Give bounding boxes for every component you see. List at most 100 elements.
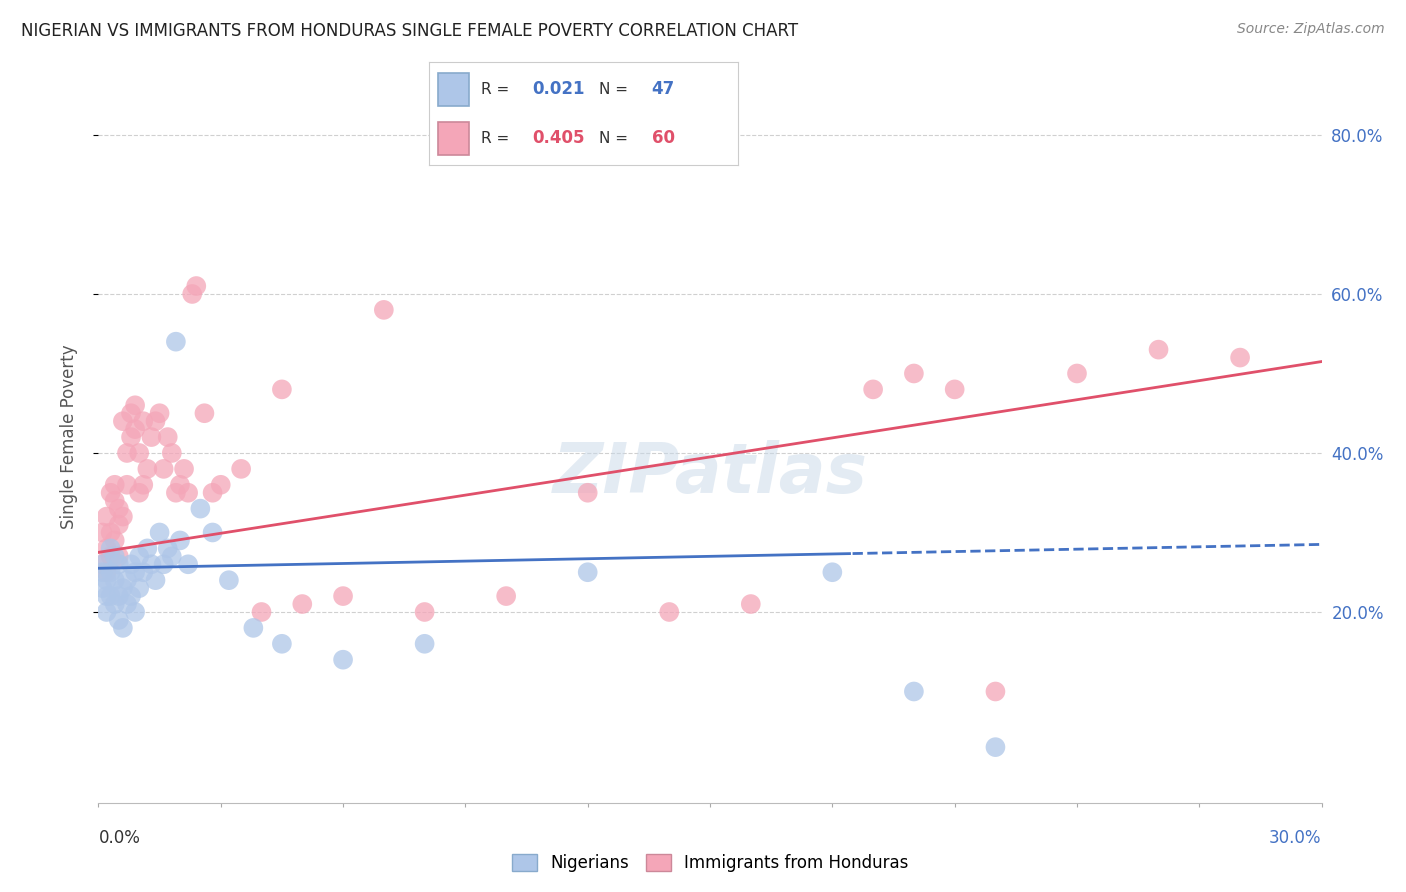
Point	[373, 302, 395, 317]
Point	[186, 279, 208, 293]
Point	[156, 430, 179, 444]
Point	[128, 446, 150, 460]
Point	[193, 406, 215, 420]
Point	[231, 462, 253, 476]
Point	[136, 462, 159, 476]
Point	[270, 383, 294, 397]
Point	[100, 589, 122, 603]
Point	[104, 493, 127, 508]
Point	[128, 485, 150, 500]
Point	[576, 485, 599, 500]
Point	[332, 653, 354, 667]
Point	[128, 581, 150, 595]
Point	[111, 621, 134, 635]
Text: ZIPatlas: ZIPatlas	[553, 440, 868, 508]
Point	[104, 549, 127, 564]
Point	[104, 597, 127, 611]
Point	[120, 558, 142, 572]
Point	[209, 477, 232, 491]
Point	[132, 566, 155, 580]
Point	[124, 398, 146, 412]
Point	[201, 485, 224, 500]
Point	[124, 422, 146, 436]
Text: 0.405: 0.405	[533, 129, 585, 147]
Legend: Nigerians, Immigrants from Honduras: Nigerians, Immigrants from Honduras	[505, 847, 915, 879]
Point	[165, 334, 187, 349]
Point	[160, 446, 183, 460]
Point	[141, 558, 163, 572]
Point	[242, 621, 264, 635]
Point	[115, 477, 138, 491]
Point	[100, 541, 122, 556]
Point	[91, 581, 114, 595]
Point	[108, 589, 131, 603]
Point	[96, 589, 118, 603]
Point	[120, 406, 142, 420]
Text: N =: N =	[599, 81, 633, 96]
Point	[903, 367, 925, 381]
Point	[104, 477, 127, 491]
Point	[104, 533, 127, 548]
Point	[149, 525, 172, 540]
Point	[740, 597, 762, 611]
Point	[124, 605, 146, 619]
Text: 0.0%: 0.0%	[98, 829, 141, 847]
Text: 47: 47	[651, 80, 675, 98]
Point	[128, 549, 150, 564]
FancyBboxPatch shape	[439, 122, 470, 155]
Point	[173, 462, 195, 476]
Point	[270, 637, 294, 651]
Point	[115, 446, 138, 460]
Point	[111, 581, 134, 595]
Point	[108, 558, 131, 572]
Point	[169, 533, 191, 548]
Point	[181, 287, 204, 301]
Point	[111, 509, 134, 524]
Text: N =: N =	[599, 131, 633, 146]
Point	[903, 684, 925, 698]
Point	[108, 549, 131, 564]
Point	[91, 558, 114, 572]
FancyBboxPatch shape	[439, 73, 470, 105]
Point	[145, 573, 167, 587]
Point	[108, 613, 131, 627]
Point	[218, 573, 240, 587]
Text: R =: R =	[481, 81, 515, 96]
Point	[984, 740, 1007, 755]
Text: 60: 60	[651, 129, 675, 147]
Point	[100, 566, 122, 580]
Point	[91, 558, 114, 572]
Point	[91, 566, 114, 580]
Point	[141, 430, 163, 444]
Point	[177, 485, 200, 500]
Point	[104, 573, 127, 587]
Point	[177, 558, 200, 572]
Text: R =: R =	[481, 131, 515, 146]
Point	[115, 597, 138, 611]
Point	[169, 477, 191, 491]
Point	[160, 549, 183, 564]
Point	[188, 501, 212, 516]
Point	[984, 684, 1007, 698]
Point	[862, 383, 884, 397]
Point	[495, 589, 517, 603]
Point	[96, 566, 118, 580]
Point	[943, 383, 966, 397]
Point	[111, 414, 134, 428]
Point	[108, 501, 131, 516]
Point	[1147, 343, 1170, 357]
Point	[120, 430, 142, 444]
Point	[96, 541, 118, 556]
Text: Source: ZipAtlas.com: Source: ZipAtlas.com	[1237, 22, 1385, 37]
Point	[100, 549, 122, 564]
Point	[413, 637, 436, 651]
Point	[291, 597, 314, 611]
Point	[165, 485, 187, 500]
Point	[156, 541, 179, 556]
Point	[413, 605, 436, 619]
Point	[250, 605, 273, 619]
Text: NIGERIAN VS IMMIGRANTS FROM HONDURAS SINGLE FEMALE POVERTY CORRELATION CHART: NIGERIAN VS IMMIGRANTS FROM HONDURAS SIN…	[21, 22, 799, 40]
Point	[152, 462, 174, 476]
Point	[115, 573, 138, 587]
Y-axis label: Single Female Poverty: Single Female Poverty	[59, 345, 77, 529]
